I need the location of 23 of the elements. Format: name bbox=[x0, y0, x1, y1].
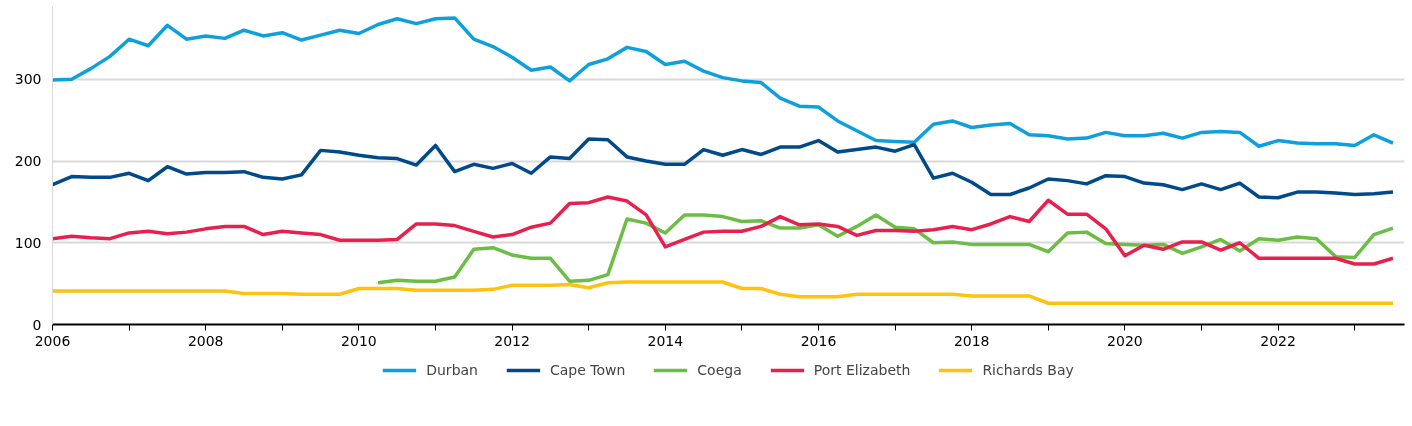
y-tick-label: 100 bbox=[14, 234, 42, 251]
x-tick-label: 2022 bbox=[1260, 332, 1296, 349]
y-tick-label: 0 bbox=[32, 316, 42, 333]
x-tick-label: 2016 bbox=[800, 332, 837, 349]
line-series bbox=[52, 195, 1395, 266]
x-tick-label: 2012 bbox=[494, 332, 530, 349]
x-tick-label: 2008 bbox=[187, 332, 224, 349]
line-series bbox=[52, 280, 1395, 305]
legend-label: Port Elizabeth bbox=[813, 362, 911, 378]
line-series bbox=[52, 137, 1395, 200]
line-series bbox=[52, 16, 1395, 149]
x-tick-label: 2006 bbox=[34, 332, 71, 349]
x-tick-label: 2018 bbox=[953, 332, 990, 349]
legend-label: Richards Bay bbox=[982, 362, 1074, 378]
y-tick-label: 300 bbox=[14, 71, 42, 88]
legend-label: Coega bbox=[697, 362, 742, 378]
y-tick-label: 200 bbox=[14, 153, 42, 169]
x-tick-label: 2020 bbox=[1107, 332, 1143, 349]
legend-label: Durban bbox=[426, 362, 478, 378]
legend-label: Cape Town bbox=[549, 362, 626, 378]
line-series bbox=[376, 213, 1395, 285]
x-tick-label: 2014 bbox=[647, 332, 684, 349]
x-tick-label: 2010 bbox=[341, 332, 377, 349]
